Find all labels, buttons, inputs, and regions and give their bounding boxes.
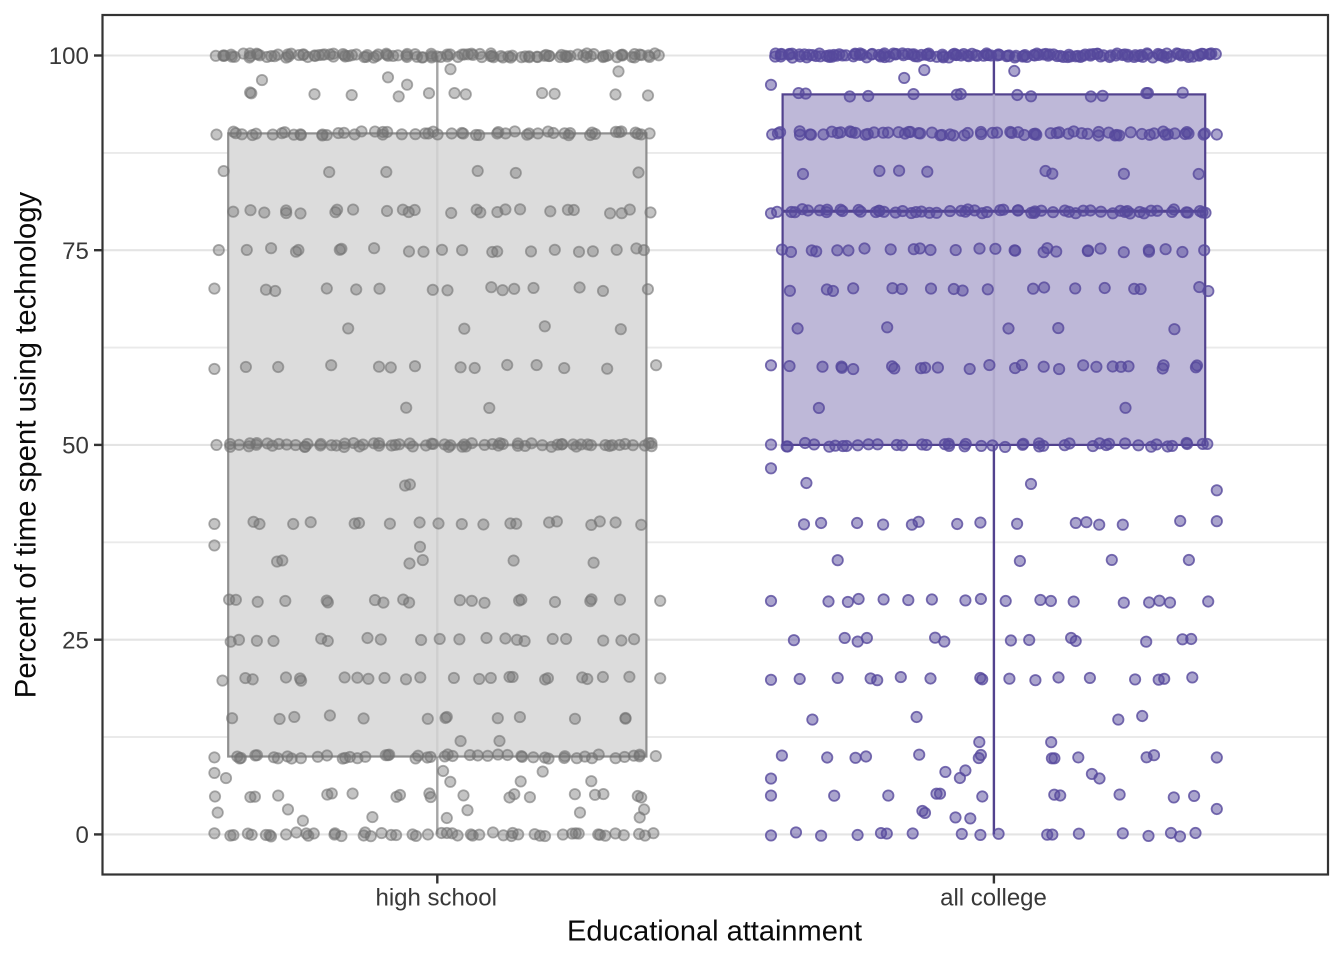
svg-text:100: 100 <box>49 43 89 70</box>
svg-text:75: 75 <box>62 238 89 265</box>
svg-text:high school: high school <box>375 885 496 912</box>
svg-text:25: 25 <box>62 627 89 654</box>
svg-text:all college: all college <box>940 885 1047 912</box>
svg-text:0: 0 <box>75 822 88 849</box>
svg-text:Educational attainment: Educational attainment <box>567 916 862 948</box>
svg-text:Percent of time spent using te: Percent of time spent using technology <box>9 191 42 698</box>
svg-text:50: 50 <box>62 433 89 460</box>
